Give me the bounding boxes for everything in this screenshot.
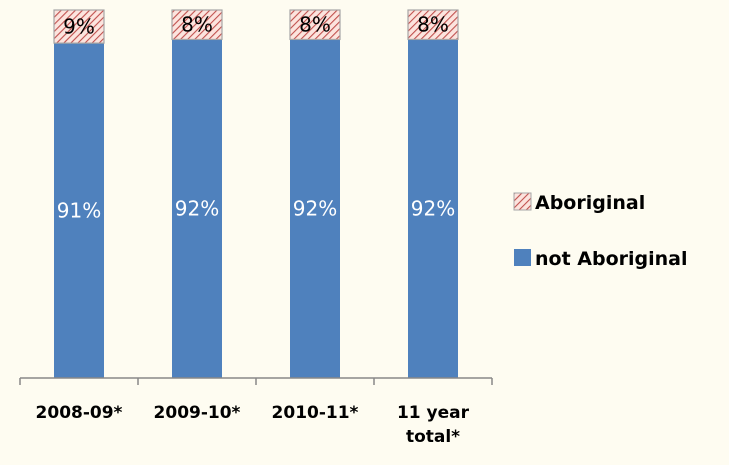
legend-label-aboriginal: Aboriginal [535,192,645,214]
bar-aboriginal-11-year-total [407,9,459,41]
category-label-11-year-total: 11 year total* [397,403,470,447]
category-label-2008-09: 2008-09* [36,403,123,423]
data-label-not-aboriginal-11-year-total: 92% [411,197,455,221]
category-label-2010-11: 2010-11* [272,403,359,423]
data-label-aboriginal-2010-11: 8% [299,13,331,37]
legend-label-not-aboriginal: not Aboriginal [535,248,688,270]
data-label-not-aboriginal-2008-09: 91% [57,199,101,223]
bar-aboriginal-2008-09 [53,9,105,44]
bars-layer: 91% 9% 92% 8% 92% 8% 92% 8% [53,9,459,379]
category-label-2009-10: 2009-10* [154,403,241,423]
legend-swatch-not-aboriginal [514,249,531,266]
legend-swatch-aboriginal [513,192,532,211]
bar-not-aboriginal-11-year-total [408,39,458,378]
bar-not-aboriginal-2010-11 [290,39,340,378]
bar-not-aboriginal-2009-10 [172,39,222,378]
bar-not-aboriginal-2008-09 [54,43,104,379]
x-axis [19,377,493,385]
data-label-aboriginal-2009-10: 8% [181,13,213,37]
data-label-aboriginal-11-year-total: 8% [417,13,449,37]
data-label-not-aboriginal-2010-11: 92% [293,197,337,221]
category-labels: 2008-09* 2009-10* 2010-11* 11 year total* [36,403,470,447]
bar-aboriginal-2009-10 [171,9,223,41]
data-label-aboriginal-2008-09: 9% [63,15,95,39]
bar-aboriginal-2010-11 [289,9,341,41]
data-label-not-aboriginal-2009-10: 92% [175,197,219,221]
legend: Aboriginal not Aboriginal [513,192,688,270]
